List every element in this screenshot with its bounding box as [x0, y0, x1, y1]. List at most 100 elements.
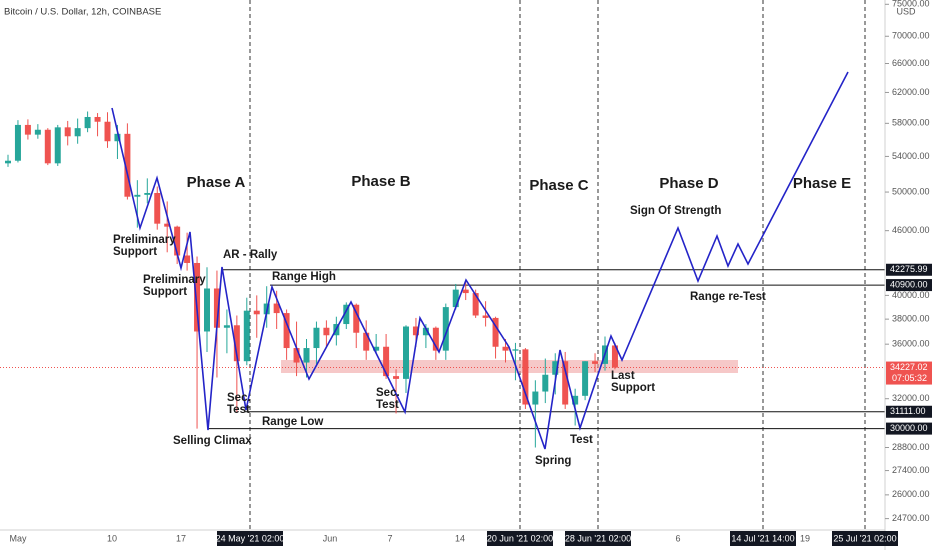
- candle-body: [243, 310, 250, 362]
- candle-body: [94, 116, 101, 122]
- candle-body: [552, 361, 559, 375]
- candle-body: [432, 327, 439, 351]
- wyckoff-path: [111, 71, 849, 450]
- candle-body: [611, 345, 618, 368]
- x-tick-label: 10: [107, 533, 117, 543]
- x-tick-label: 7: [387, 533, 392, 543]
- price-label-box: [886, 279, 932, 292]
- candle-body: [303, 348, 310, 363]
- candle-body: [482, 315, 489, 318]
- candle-body: [492, 317, 499, 347]
- price-label: 31111.00: [890, 406, 926, 416]
- x-tick-label: 6: [675, 533, 680, 543]
- candle-body: [223, 325, 230, 328]
- x-label-box: [565, 531, 631, 546]
- y-tick-label: 70000.00: [892, 31, 930, 41]
- y-tick-label: 28800.00: [892, 442, 930, 452]
- candle-body: [194, 262, 201, 332]
- annotation: Selling Climax: [173, 435, 252, 447]
- x-label-box: [832, 531, 898, 546]
- candle-body: [442, 307, 449, 351]
- candle-body: [343, 304, 350, 325]
- candle-body: [532, 391, 539, 405]
- candle-body: [54, 127, 61, 164]
- chart-title: Bitcoin / U.S. Dollar, 12h, COINBASE: [4, 7, 161, 18]
- annotation: Support: [113, 246, 157, 258]
- candle-body: [462, 289, 469, 294]
- candle-body: [104, 121, 111, 142]
- countdown: 07:05:32: [892, 373, 927, 383]
- candle-body: [403, 326, 409, 379]
- candle-body: [84, 116, 91, 129]
- price-label: 40900.00: [890, 279, 928, 289]
- y-tick-label: 40000.00: [892, 290, 930, 300]
- candle-body: [323, 327, 330, 336]
- y-tick-label: 62000.00: [892, 87, 930, 97]
- y-tick-label: 75000.00: [892, 0, 930, 9]
- candle-body: [154, 192, 161, 224]
- annotation: Preliminary: [113, 234, 176, 246]
- y-tick-label: 66000.00: [892, 58, 930, 68]
- annotation: Preliminary: [143, 274, 206, 286]
- y-tick-label: 58000.00: [892, 118, 930, 128]
- x-tick-label: 24 May '21 02:00: [216, 533, 285, 543]
- x-tick-label: 17: [176, 533, 186, 543]
- annotation: Range High: [272, 271, 336, 283]
- x-tick-label: 20 Jun '21 02:00: [487, 533, 553, 543]
- phase-label: Phase D: [659, 175, 718, 192]
- annotation: Sec.: [376, 387, 400, 399]
- candle-body: [44, 129, 51, 164]
- annotation: Last: [611, 370, 635, 382]
- phase-label: Phase C: [529, 177, 588, 194]
- candle-body: [5, 160, 11, 164]
- x-label-box: [217, 531, 283, 546]
- candle-body: [34, 129, 41, 135]
- candle-body: [422, 327, 429, 336]
- annotation: Spring: [535, 455, 571, 467]
- y-tick-label: 32000.00: [892, 393, 930, 403]
- candle-body: [124, 133, 131, 197]
- candle-body: [452, 289, 459, 308]
- phase-label: Phase B: [351, 173, 410, 190]
- x-label-box: [730, 531, 796, 546]
- candle-body: [383, 346, 390, 377]
- annotation: Test: [570, 434, 593, 446]
- annotation: Range Low: [262, 416, 323, 428]
- annotation: Sec.: [227, 392, 251, 404]
- candle-body: [582, 361, 589, 396]
- candle-body: [542, 374, 549, 392]
- candle-body: [353, 304, 360, 333]
- y-tick-label: 54000.00: [892, 151, 930, 161]
- support-zone: [281, 360, 738, 373]
- candle-body: [412, 326, 419, 336]
- annotation: Support: [143, 286, 187, 298]
- phase-label: Phase E: [793, 175, 851, 192]
- price-label-box: [886, 405, 932, 418]
- annotation: Test: [376, 399, 399, 411]
- y-tick-label: 27400.00: [892, 465, 930, 475]
- y-unit: USD: [896, 6, 916, 16]
- candle-body: [204, 288, 210, 332]
- candle-body: [472, 293, 479, 316]
- candle-body: [184, 255, 191, 263]
- annotation: Range re-Test: [690, 291, 766, 303]
- last-price-label: 34227.02: [890, 362, 928, 372]
- phase-dividers: [249, 0, 866, 530]
- candle-body: [174, 226, 181, 256]
- x-label-box: [487, 531, 553, 546]
- x-tick-label: 25 Jul '21 02:00: [833, 533, 896, 543]
- x-tick-label: 28 Jun '21 02:00: [565, 533, 631, 543]
- last-price-box: [886, 361, 932, 385]
- candle-body: [363, 332, 370, 351]
- candle-body: [213, 288, 220, 328]
- x-tick-label: 19: [800, 533, 810, 543]
- x-tick-label: 14 Jul '21 14:00: [731, 533, 794, 543]
- y-tick-label: 50000.00: [892, 186, 930, 196]
- x-tick-label: Jun: [323, 533, 338, 543]
- price-label-box: [886, 422, 932, 435]
- price-label-box: [886, 263, 932, 276]
- candle-body: [233, 325, 240, 362]
- candle-body: [522, 349, 529, 405]
